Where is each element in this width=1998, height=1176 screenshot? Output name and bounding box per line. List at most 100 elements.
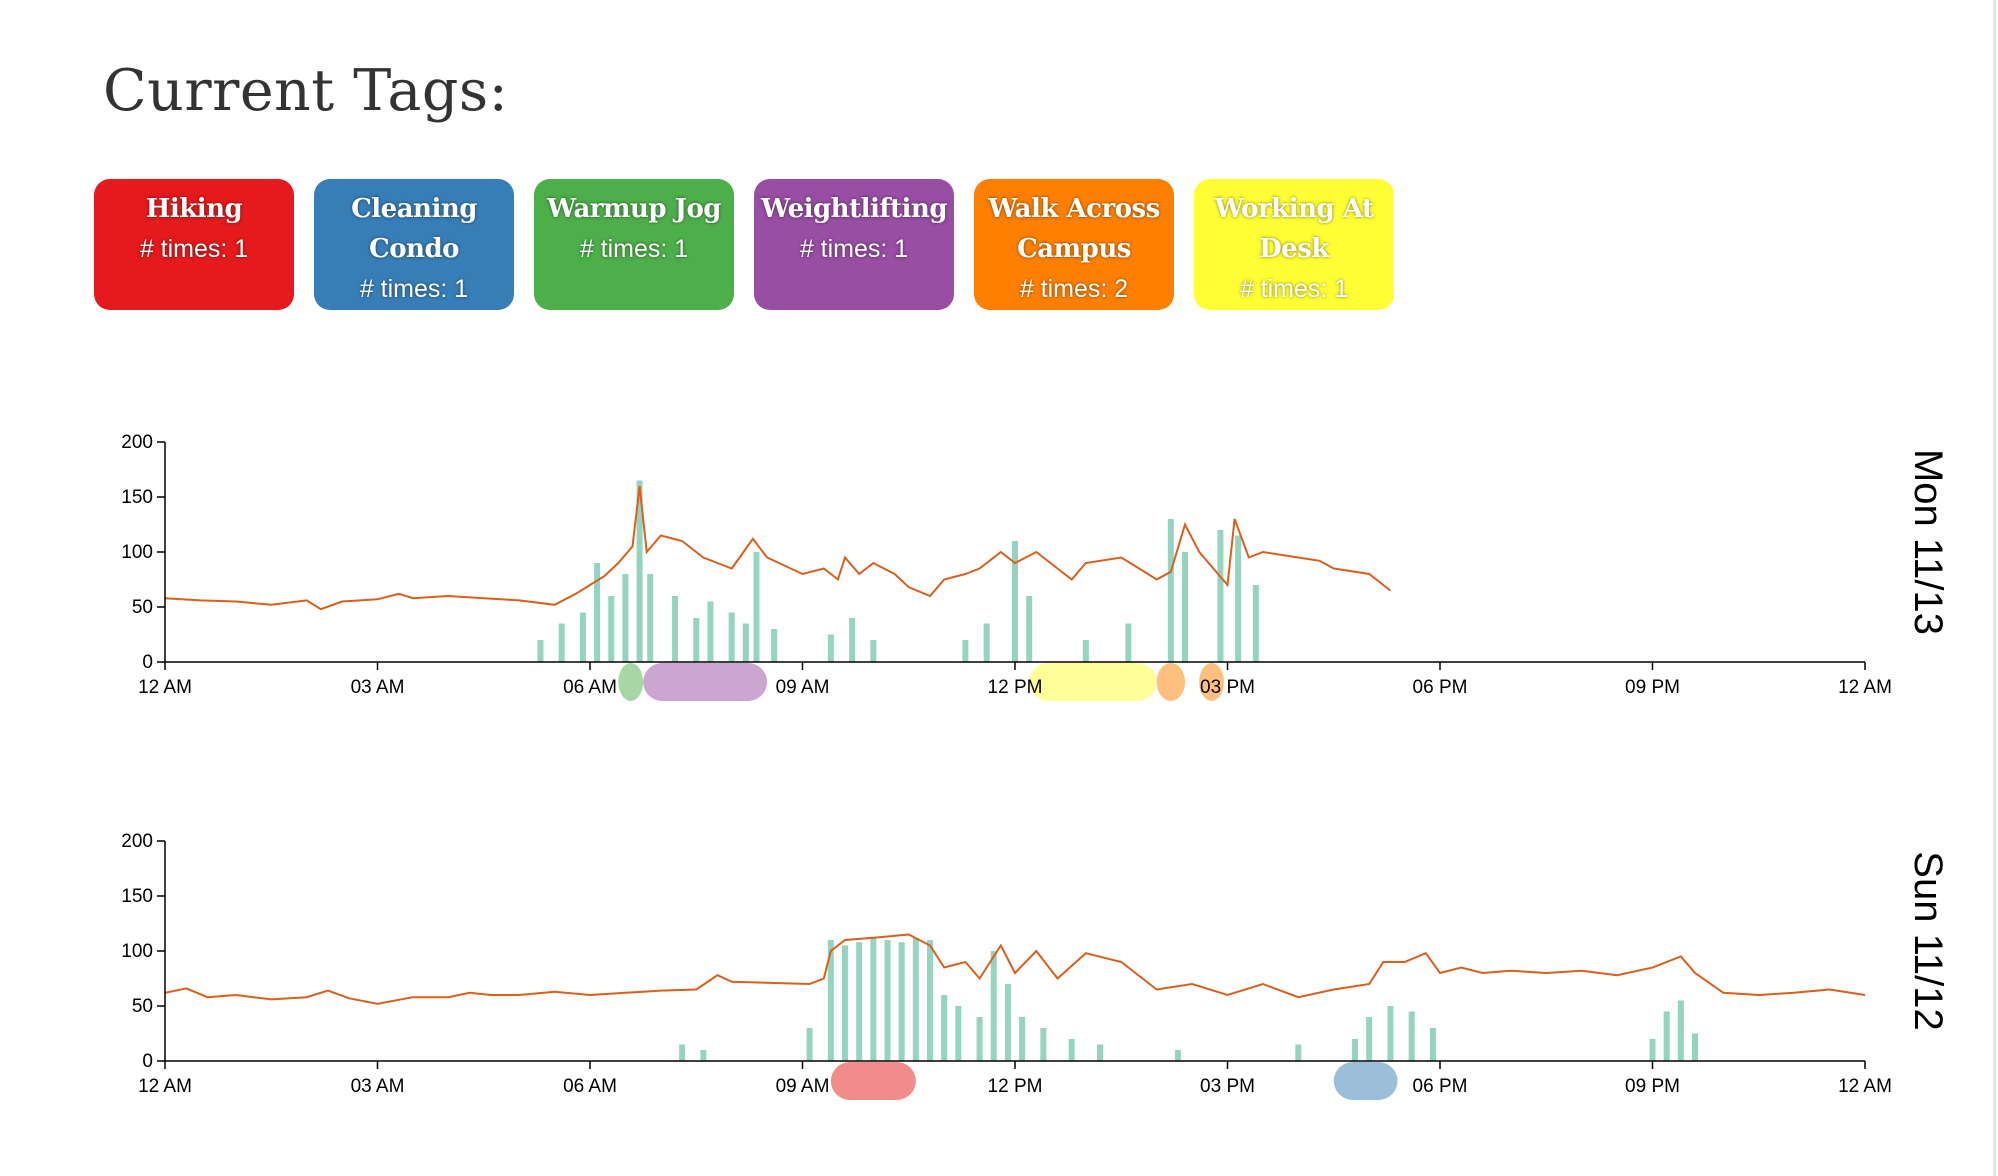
activity-bar [1012, 541, 1018, 662]
tag-count: # times: 1 [799, 235, 909, 263]
x-tick-label: 12 AM [1838, 1076, 1892, 1097]
activity-bar [1125, 623, 1132, 662]
tag-card-walk-across-campus[interactable]: Walk Across Campus # times: 2 [974, 179, 1174, 310]
activity-bar [1366, 1017, 1373, 1061]
activity-bar [707, 601, 714, 662]
heart-rate-line [164, 933, 1866, 1005]
activity-bar [856, 942, 863, 1061]
tag-span-pill [1029, 663, 1157, 701]
y-tick-label: 200 [121, 432, 153, 453]
x-tick-label: 03 PM [1200, 677, 1255, 698]
activity-bar [941, 995, 948, 1061]
activity-bar [976, 1017, 983, 1061]
activity-bar [962, 640, 969, 662]
x-tick-label: 06 AM [563, 1076, 617, 1097]
tag-card-warmup-jog[interactable]: Warmup Jog # times: 1 [534, 179, 734, 310]
activity-bar [927, 940, 933, 1061]
activity-bar [537, 640, 544, 662]
y-tick-label: 50 [132, 597, 153, 618]
activity-bar [1019, 1017, 1026, 1061]
activity-bar [1174, 1050, 1181, 1061]
tag-span-pill [1333, 1062, 1398, 1100]
tag-card-weightlifting[interactable]: Weightlifting # times: 1 [754, 179, 954, 310]
y-tick-label: 0 [142, 1051, 153, 1072]
tag-span-pill [1199, 663, 1224, 701]
activity-bar [1182, 552, 1188, 662]
x-tick-label: 12 PM [988, 677, 1043, 698]
activity-bar [827, 634, 834, 662]
activity-bar [1252, 585, 1259, 662]
x-tick-label: 12 AM [138, 677, 192, 698]
activity-bar [558, 623, 565, 662]
activity-bar [1295, 1044, 1302, 1061]
day-label: Mon 11/13 [1906, 449, 1950, 635]
y-tick-label: 200 [121, 831, 153, 852]
activity-bar [1352, 1039, 1358, 1061]
activity-bar [608, 596, 615, 662]
activity-bar [1663, 1011, 1670, 1061]
activity-bar [1026, 596, 1033, 662]
tag-count: # times: 2 [1019, 275, 1129, 303]
x-tick-label: 06 AM [563, 677, 617, 698]
x-tick-label: 12 PM [988, 1076, 1043, 1097]
tag-count: # times: 1 [139, 235, 249, 263]
activity-bar [1649, 1039, 1656, 1061]
y-tick-label: 150 [121, 886, 153, 907]
activity-bar [884, 940, 891, 1061]
tag-card-cleaning-condo[interactable]: Cleaning Condo # times: 1 [314, 179, 514, 310]
x-tick-label: 06 PM [1413, 677, 1468, 698]
tag-count: # times: 1 [579, 235, 689, 263]
activity-bar [728, 612, 735, 662]
x-tick-label: 09 AM [776, 677, 830, 698]
activity-bar [672, 596, 678, 662]
activity-bar [647, 574, 654, 662]
x-tick-label: 03 AM [351, 677, 405, 698]
y-tick-label: 150 [121, 487, 153, 508]
tag-name: Walk Across Campus [988, 194, 1160, 264]
y-tick-label: 50 [132, 996, 153, 1017]
activity-bar [806, 1028, 813, 1061]
tag-card-hiking[interactable]: Hiking # times: 1 [94, 179, 294, 310]
activity-bar [870, 640, 877, 662]
activity-bar [1167, 519, 1174, 662]
activity-bar [1040, 1028, 1047, 1061]
heart-rate-line [164, 485, 1392, 611]
activity-bar [1097, 1044, 1103, 1061]
activity-bar [579, 612, 586, 662]
y-tick-label: 0 [142, 652, 153, 673]
activity-bar [679, 1044, 686, 1061]
tag-card-working-at-desk[interactable]: Working At Desk # times: 1 [1194, 179, 1394, 310]
tag-span-pill [1156, 663, 1185, 701]
y-tick-label: 100 [121, 941, 153, 962]
activity-bar [1217, 530, 1224, 662]
x-tick-label: 09 PM [1625, 1076, 1680, 1097]
activity-bar [870, 937, 877, 1061]
y-tick-label: 100 [121, 542, 153, 563]
tag-count: # times: 1 [359, 275, 469, 303]
activity-bar [955, 1006, 962, 1061]
activity-bar [912, 937, 919, 1061]
activity-bar [700, 1050, 707, 1061]
tag-name: Hiking [145, 194, 243, 224]
x-tick-label: 09 AM [776, 1076, 830, 1097]
day-label: Sun 11/12 [1906, 851, 1950, 1030]
activity-bar [1429, 1028, 1436, 1061]
x-tick-label: 06 PM [1413, 1076, 1468, 1097]
activity-bar [1677, 1000, 1684, 1061]
activity-bar [594, 563, 601, 662]
activity-bar [742, 623, 749, 662]
heart-rate-chart-mon: 0 50 100 150 200 12 AM 03 AM 06 AM 09 AM 12 PM 03 … [121, 432, 1950, 701]
x-tick-label: 12 AM [138, 1076, 192, 1097]
x-tick-label: 12 AM [1838, 677, 1892, 698]
x-tick-label: 03 AM [351, 1076, 405, 1097]
activity-bar [1387, 1006, 1394, 1061]
activity-bar [1082, 640, 1089, 662]
tag-count: # times: 1 [1239, 275, 1349, 303]
page-title: Current Tags: [103, 58, 509, 124]
tag-span-pill [643, 663, 768, 701]
activity-bar [636, 480, 643, 662]
tag-name: Weightlifting [761, 194, 948, 224]
scrollbar-track[interactable] [1993, 0, 1996, 1176]
activity-bar [827, 940, 834, 1061]
